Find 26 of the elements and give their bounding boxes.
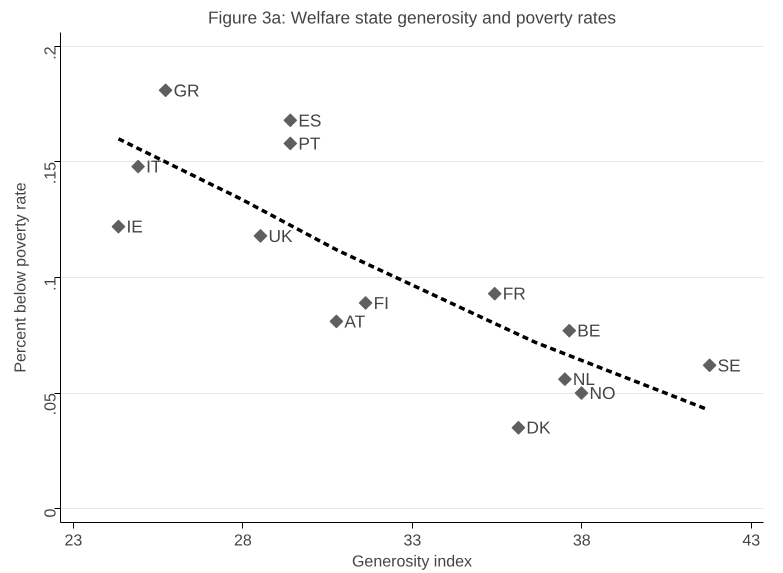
y-tick-label: .2 — [42, 46, 60, 60]
annotation: AT — [344, 311, 366, 332]
y-tick-label: .05 — [42, 392, 60, 416]
x-tick-label: 33 — [403, 532, 422, 550]
y-tick-label: 0 — [42, 508, 60, 518]
annotation: IT — [146, 156, 162, 177]
y-axis-title: Percent below poverty rate — [12, 182, 30, 373]
y-tick-label: .15 — [42, 162, 60, 184]
annotation: FI — [374, 292, 389, 313]
x-tick-label: 43 — [742, 532, 760, 550]
annotation: NO — [589, 383, 616, 404]
x-tick-label: 28 — [234, 532, 252, 550]
annotation: GR — [174, 80, 200, 100]
y-tick-label: .1 — [42, 277, 60, 291]
annotation: IE — [126, 216, 143, 237]
annotation: FR — [502, 284, 526, 304]
annotation: BE — [577, 320, 600, 341]
x-tick-label: 23 — [64, 532, 82, 550]
x-tick-label: 38 — [572, 532, 591, 550]
annotation: DK — [526, 418, 551, 438]
annotation: SE — [718, 355, 741, 376]
x-axis-title: Generosity index — [352, 554, 472, 570]
chart-title: Figure 3a: Welfare state generosity and poverty rates — [208, 8, 616, 28]
annotation: UK — [268, 226, 293, 246]
annotation: PT — [298, 133, 321, 154]
annotation: ES — [298, 110, 322, 130]
